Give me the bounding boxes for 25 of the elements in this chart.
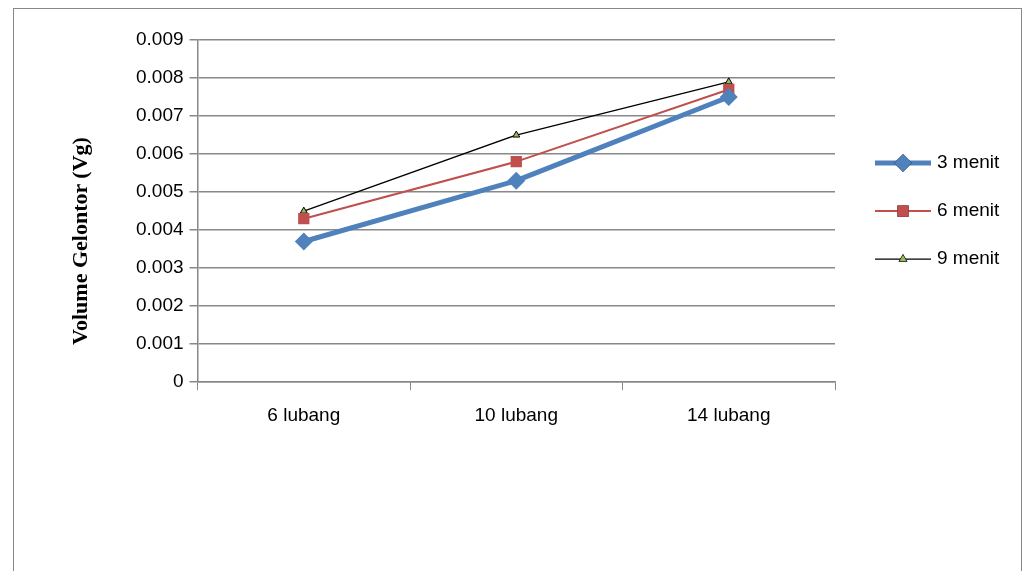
point: [719, 88, 738, 107]
legend-label: 6 menit: [937, 199, 1001, 221]
y-tick-label: 0.004: [136, 218, 184, 240]
legend-label: 3 menit: [937, 151, 1001, 173]
y-axis-title: Volume Gelontor (Vg): [67, 137, 93, 345]
y-tick-label: 0.006: [136, 142, 184, 164]
point: [724, 77, 733, 85]
y-tick-label: 0.005: [136, 180, 184, 202]
point: [510, 156, 522, 168]
legend-label: 9 menit: [937, 247, 1001, 269]
y-tick-label: 0.001: [136, 332, 184, 354]
point: [507, 171, 526, 190]
y-tick-label: 0.009: [136, 28, 184, 50]
y-tick-label: 0.002: [136, 294, 184, 316]
x-tick-label: 6 lubang: [267, 403, 341, 425]
y-tick-label: 0.007: [136, 104, 184, 126]
y-tick-label: 0.003: [136, 256, 184, 278]
y-tick-label: 0: [172, 370, 184, 392]
point: [299, 206, 308, 214]
y-tick-label: 0.008: [136, 66, 184, 88]
point: [298, 213, 310, 225]
x-tick-label: 14 lubang: [687, 403, 771, 425]
point: [294, 232, 313, 251]
point: [512, 130, 521, 138]
x-tick-label: 10 lubang: [474, 403, 559, 425]
